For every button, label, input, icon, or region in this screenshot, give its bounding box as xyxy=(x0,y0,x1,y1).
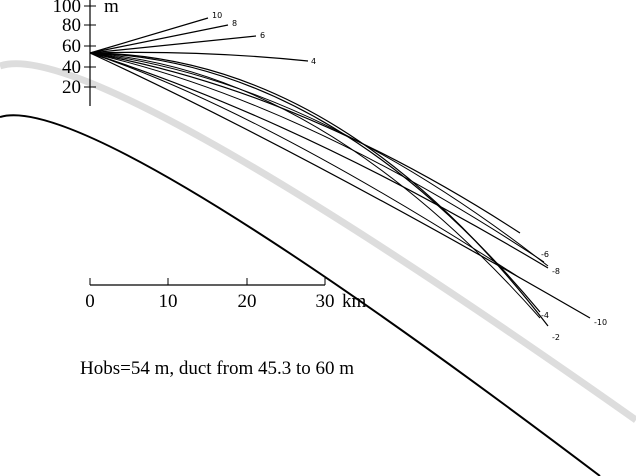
ray xyxy=(89,52,549,269)
duct-curve xyxy=(0,60,636,423)
ray-label: -6 xyxy=(541,250,549,259)
tick-label: 80 xyxy=(62,15,81,36)
ray xyxy=(89,17,209,54)
tick-label: 0 xyxy=(85,291,95,312)
tick-label: 10 xyxy=(159,291,178,312)
earth-surface xyxy=(0,114,601,476)
ray xyxy=(89,52,545,263)
tick-label: 60 xyxy=(62,36,81,57)
ray-label: -8 xyxy=(552,267,560,276)
unit-label: km xyxy=(342,291,367,312)
ray xyxy=(89,51,309,62)
ray-label: 6 xyxy=(260,31,265,40)
unit-label: m xyxy=(104,0,119,17)
ray xyxy=(89,24,229,54)
ray xyxy=(89,35,257,54)
tick-label: 100 xyxy=(53,0,82,17)
ray-label: -10 xyxy=(594,318,607,327)
ray xyxy=(89,52,541,313)
ray-label: 10 xyxy=(212,11,222,20)
ray xyxy=(89,52,541,319)
ray xyxy=(89,52,549,327)
ray-label: -4 xyxy=(541,311,549,320)
ray-label: 4 xyxy=(311,57,316,66)
ray-label: -2 xyxy=(552,333,560,342)
ray-label: 8 xyxy=(232,19,237,28)
tick-label: 20 xyxy=(238,291,257,312)
ray xyxy=(89,52,521,234)
ray xyxy=(89,52,521,279)
tick-label: 20 xyxy=(62,77,81,98)
ray xyxy=(89,52,591,319)
tick-label: 30 xyxy=(316,291,335,312)
tick-label: 40 xyxy=(62,57,81,78)
rays: 10 8 6 4 -6-8 -10 -4 -2 xyxy=(89,11,607,342)
caption: Hobs=54 m, duct from 45.3 to 60 m xyxy=(80,358,354,379)
ray xyxy=(89,52,549,267)
